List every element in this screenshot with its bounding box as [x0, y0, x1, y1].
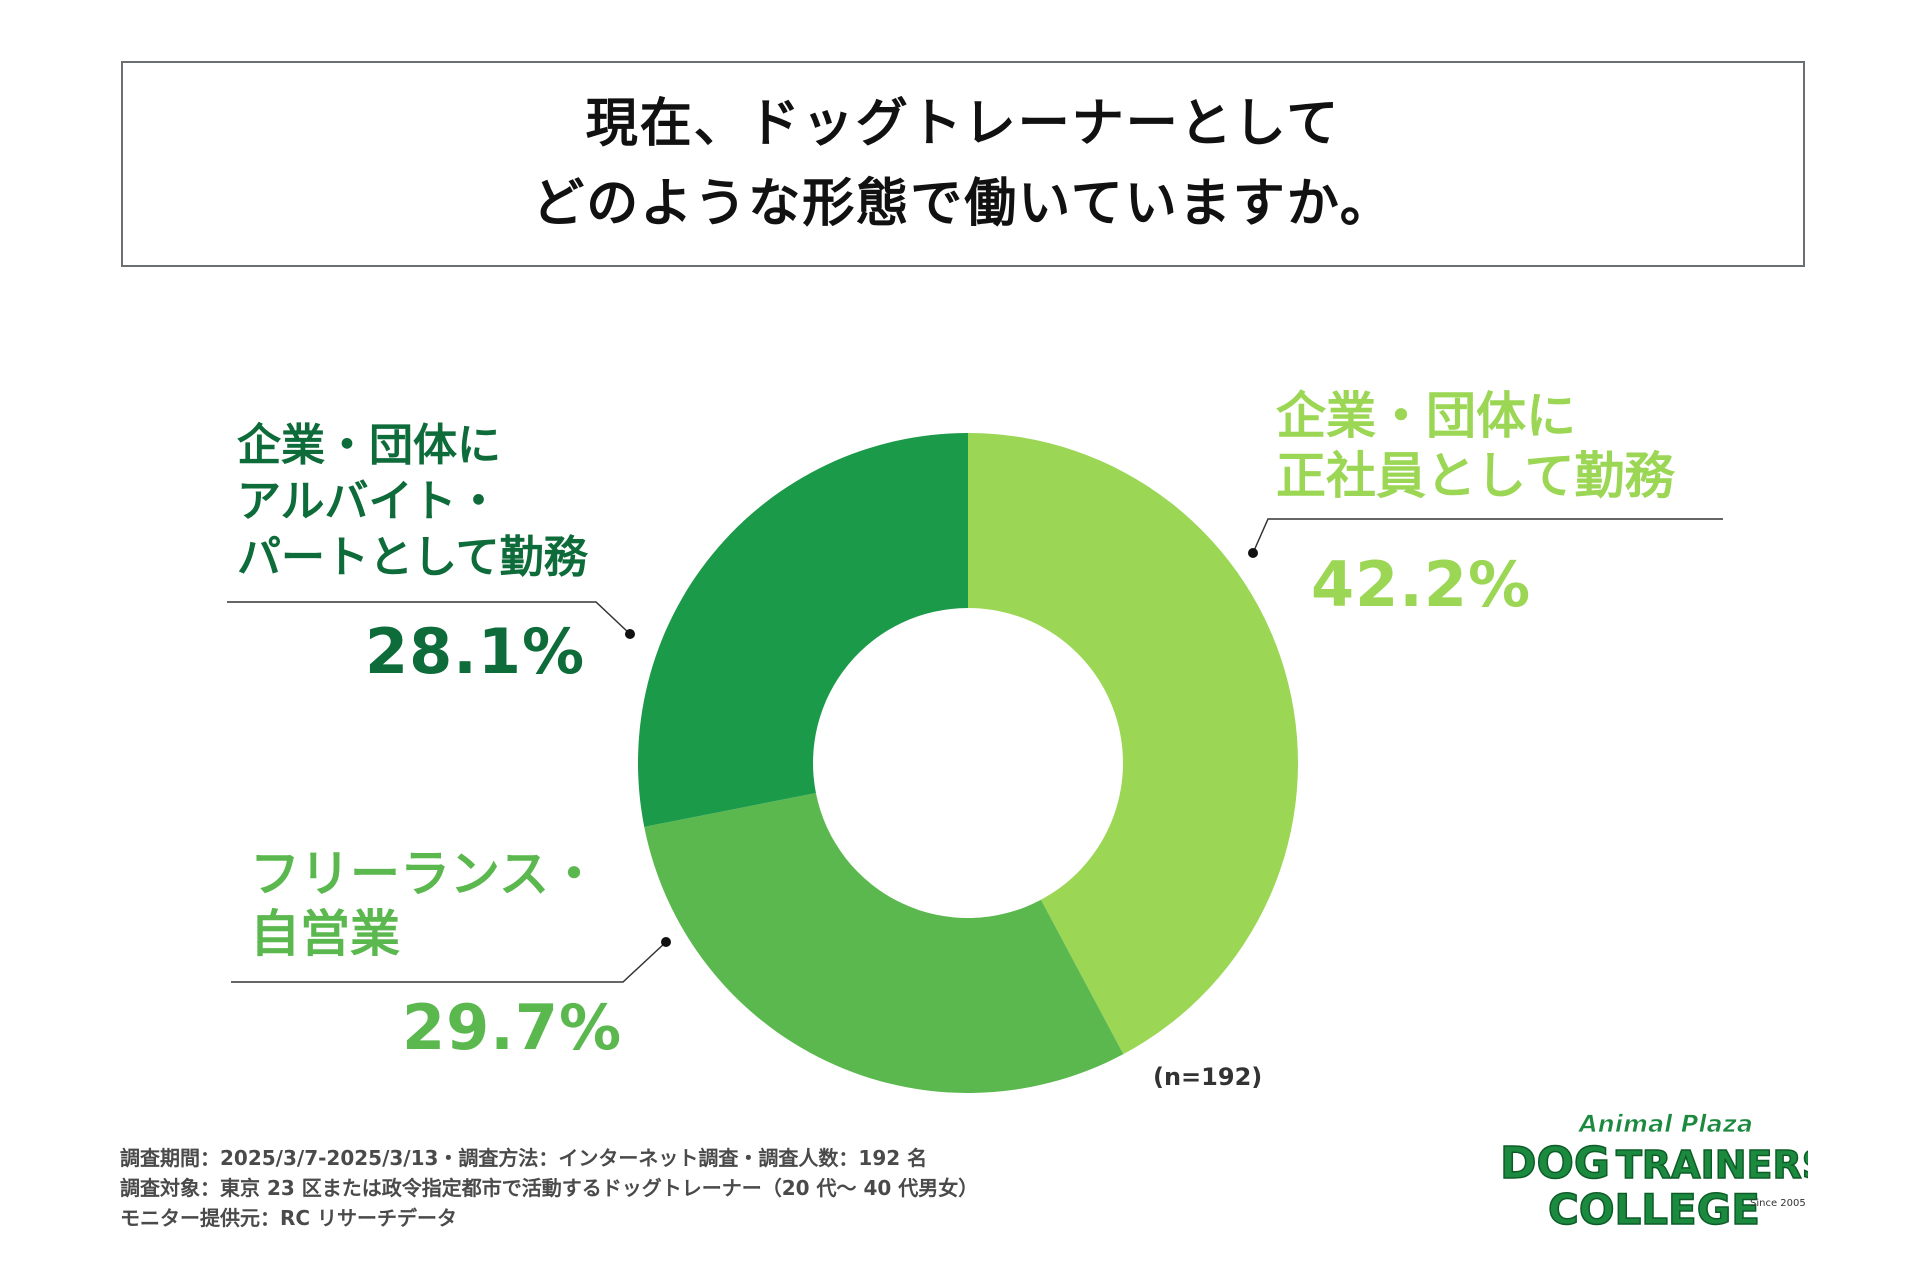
slices-group	[637, 432, 1298, 1093]
leader-lines	[227, 518, 1723, 983]
footer: 調査期間：2025/3/7-2025/3/13・調査方法：インターネット調査・調…	[120, 1143, 978, 1233]
dog-trainers-college-logo: Animal Plaza DOG TRAINERS COLLEGE Since …	[1499, 1110, 1808, 1235]
title-box: 現在、ドッグトレーナーとして どのような形態で働いていますか。	[121, 61, 1805, 267]
label-arbeit: 企業・団体に アルバイト・ パートとして勤務	[237, 418, 588, 586]
title-line-2: どのような形態で働いていますか。	[532, 174, 1394, 234]
slice-freelance	[644, 793, 1124, 1093]
footer-line-1: 調査期間：2025/3/7-2025/3/13・調査方法：インターネット調査・調…	[120, 1146, 928, 1170]
label-freelance-line1: フリーランス・	[250, 845, 599, 903]
label-freelance: フリーランス・ 自営業	[250, 844, 599, 964]
label-seishain: 企業・団体に 正社員として勤務	[1276, 386, 1675, 506]
logo-since: Since 2005	[1750, 1198, 1806, 1209]
label-seishain-line2: 正社員として勤務	[1276, 447, 1675, 505]
leader-dot-arbeit	[625, 629, 635, 639]
label-seishain-line1: 企業・団体に	[1276, 387, 1576, 445]
footer-line-3: モニター提供元：RC リサーチデータ	[120, 1206, 458, 1230]
leader-dot-seishain	[1248, 548, 1258, 558]
leader-line-arbeit	[227, 601, 631, 635]
leader-line-seishain	[1252, 518, 1723, 554]
label-arbeit-line2: アルバイト・	[237, 476, 501, 527]
value-seishain: 42.2%	[1311, 548, 1532, 621]
logo-animal-plaza: Animal Plaza	[1577, 1110, 1753, 1138]
title-line-1: 現在、ドッグトレーナーとして	[585, 94, 1341, 154]
leader-line-freelance	[231, 941, 667, 983]
slice-seishain	[968, 433, 1298, 1055]
logo-trainers: TRAINERS	[1616, 1143, 1808, 1187]
label-arbeit-line3: パートとして勤務	[237, 532, 588, 583]
leader-dot-freelance	[661, 937, 671, 947]
slice-arbeit	[637, 432, 968, 827]
logo-college: COLLEGE	[1548, 1185, 1760, 1234]
footer-line-2: 調査対象：東京 23 区または政令指定都市で活動するドッグトレーナー（20 代〜…	[120, 1176, 979, 1200]
label-freelance-line2: 自営業	[250, 905, 400, 963]
label-arbeit-line1: 企業・団体に	[237, 420, 501, 471]
value-freelance: 29.7%	[402, 991, 623, 1064]
sample-size-note: (n=192)	[1153, 1063, 1263, 1091]
value-arbeit: 28.1%	[365, 615, 586, 688]
logo-dog: DOG	[1500, 1138, 1610, 1189]
